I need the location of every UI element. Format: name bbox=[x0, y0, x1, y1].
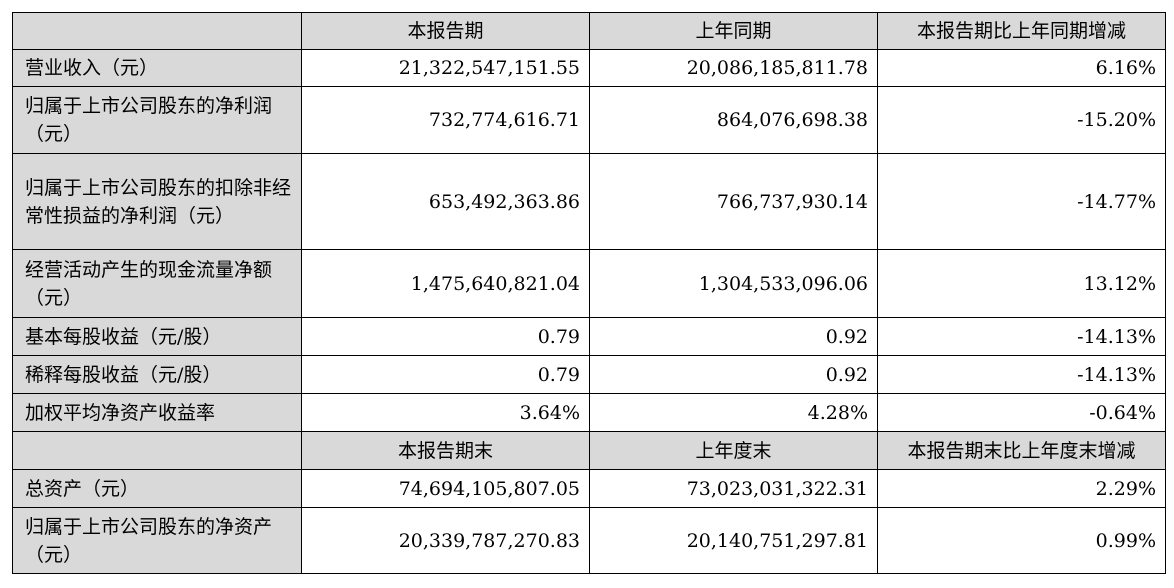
prior-value: 766,737,930.14 bbox=[589, 153, 878, 250]
current-value: 20,339,787,270.83 bbox=[301, 507, 590, 574]
header-corner-cell bbox=[12, 12, 302, 50]
current-value: 21,322,547,151.55 bbox=[301, 49, 590, 87]
change-value: -14.13% bbox=[877, 355, 1166, 394]
header-prior-period: 上年同期 bbox=[589, 12, 878, 50]
row-label: 稀释每股收益（元/股） bbox=[12, 355, 302, 394]
row-label: 基本每股收益（元/股） bbox=[12, 317, 302, 356]
table-row: 归属于上市公司股东的净利润（元） 732,774,616.71 864,076,… bbox=[12, 86, 1166, 154]
table-row: 基本每股收益（元/股） 0.79 0.92 -14.13% bbox=[12, 317, 1166, 356]
prior-value: 864,076,698.38 bbox=[589, 86, 878, 154]
row-label: 归属于上市公司股东的净资产（元） bbox=[12, 507, 302, 574]
current-value: 0.79 bbox=[301, 355, 590, 394]
change-value: 6.16% bbox=[877, 49, 1166, 87]
header-corner-cell bbox=[12, 431, 302, 470]
row-label: 经营活动产生的现金流量净额（元） bbox=[12, 249, 302, 318]
financial-summary-table: 本报告期 上年同期 本报告期比上年同期增减 营业收入（元） 21,322,547… bbox=[12, 12, 1166, 574]
change-value: -14.13% bbox=[877, 317, 1166, 356]
table-row: 总资产（元） 74,694,105,807.05 73,023,031,322.… bbox=[12, 469, 1166, 508]
table-row: 归属于上市公司股东的扣除非经常性损益的净利润（元） 653,492,363.86… bbox=[12, 153, 1166, 250]
header-change-year-end: 本报告期末比上年度末增减 bbox=[877, 431, 1166, 470]
row-label: 加权平均净资产收益率 bbox=[12, 393, 302, 432]
prior-value: 0.92 bbox=[589, 355, 878, 394]
current-value: 3.64% bbox=[301, 393, 590, 432]
prior-value: 73,023,031,322.31 bbox=[589, 469, 878, 508]
prior-value: 4.28% bbox=[589, 393, 878, 432]
change-value: -15.20% bbox=[877, 86, 1166, 154]
table-row: 稀释每股收益（元/股） 0.79 0.92 -14.13% bbox=[12, 355, 1166, 394]
current-value: 0.79 bbox=[301, 317, 590, 356]
change-value: -0.64% bbox=[877, 393, 1166, 432]
row-label: 归属于上市公司股东的净利润（元） bbox=[12, 86, 302, 154]
prior-value: 0.92 bbox=[589, 317, 878, 356]
header-row-period-end: 本报告期末 上年度末 本报告期末比上年度末增减 bbox=[12, 431, 1166, 470]
prior-value: 20,140,751,297.81 bbox=[589, 507, 878, 574]
change-value: -14.77% bbox=[877, 153, 1166, 250]
current-value: 74,694,105,807.05 bbox=[301, 469, 590, 508]
prior-value: 20,086,185,811.78 bbox=[589, 49, 878, 87]
header-current-period-end: 本报告期末 bbox=[301, 431, 590, 470]
current-value: 653,492,363.86 bbox=[301, 153, 590, 250]
header-change: 本报告期比上年同期增减 bbox=[877, 12, 1166, 50]
change-value: 0.99% bbox=[877, 507, 1166, 574]
current-value: 732,774,616.71 bbox=[301, 86, 590, 154]
financial-table-container: 本报告期 上年同期 本报告期比上年同期增减 营业收入（元） 21,322,547… bbox=[12, 12, 1166, 574]
header-current-period: 本报告期 bbox=[301, 12, 590, 50]
table-row: 加权平均净资产收益率 3.64% 4.28% -0.64% bbox=[12, 393, 1166, 432]
table-row: 归属于上市公司股东的净资产（元） 20,339,787,270.83 20,14… bbox=[12, 507, 1166, 574]
change-value: 2.29% bbox=[877, 469, 1166, 508]
current-value: 1,475,640,821.04 bbox=[301, 249, 590, 318]
header-row-period: 本报告期 上年同期 本报告期比上年同期增减 bbox=[12, 12, 1166, 50]
row-label: 营业收入（元） bbox=[12, 49, 302, 87]
change-value: 13.12% bbox=[877, 249, 1166, 318]
header-prior-year-end: 上年度末 bbox=[589, 431, 878, 470]
prior-value: 1,304,533,096.06 bbox=[589, 249, 878, 318]
table-row: 营业收入（元） 21,322,547,151.55 20,086,185,811… bbox=[12, 49, 1166, 87]
table-row: 经营活动产生的现金流量净额（元） 1,475,640,821.04 1,304,… bbox=[12, 249, 1166, 318]
row-label: 归属于上市公司股东的扣除非经常性损益的净利润（元） bbox=[12, 153, 302, 250]
row-label: 总资产（元） bbox=[12, 469, 302, 508]
